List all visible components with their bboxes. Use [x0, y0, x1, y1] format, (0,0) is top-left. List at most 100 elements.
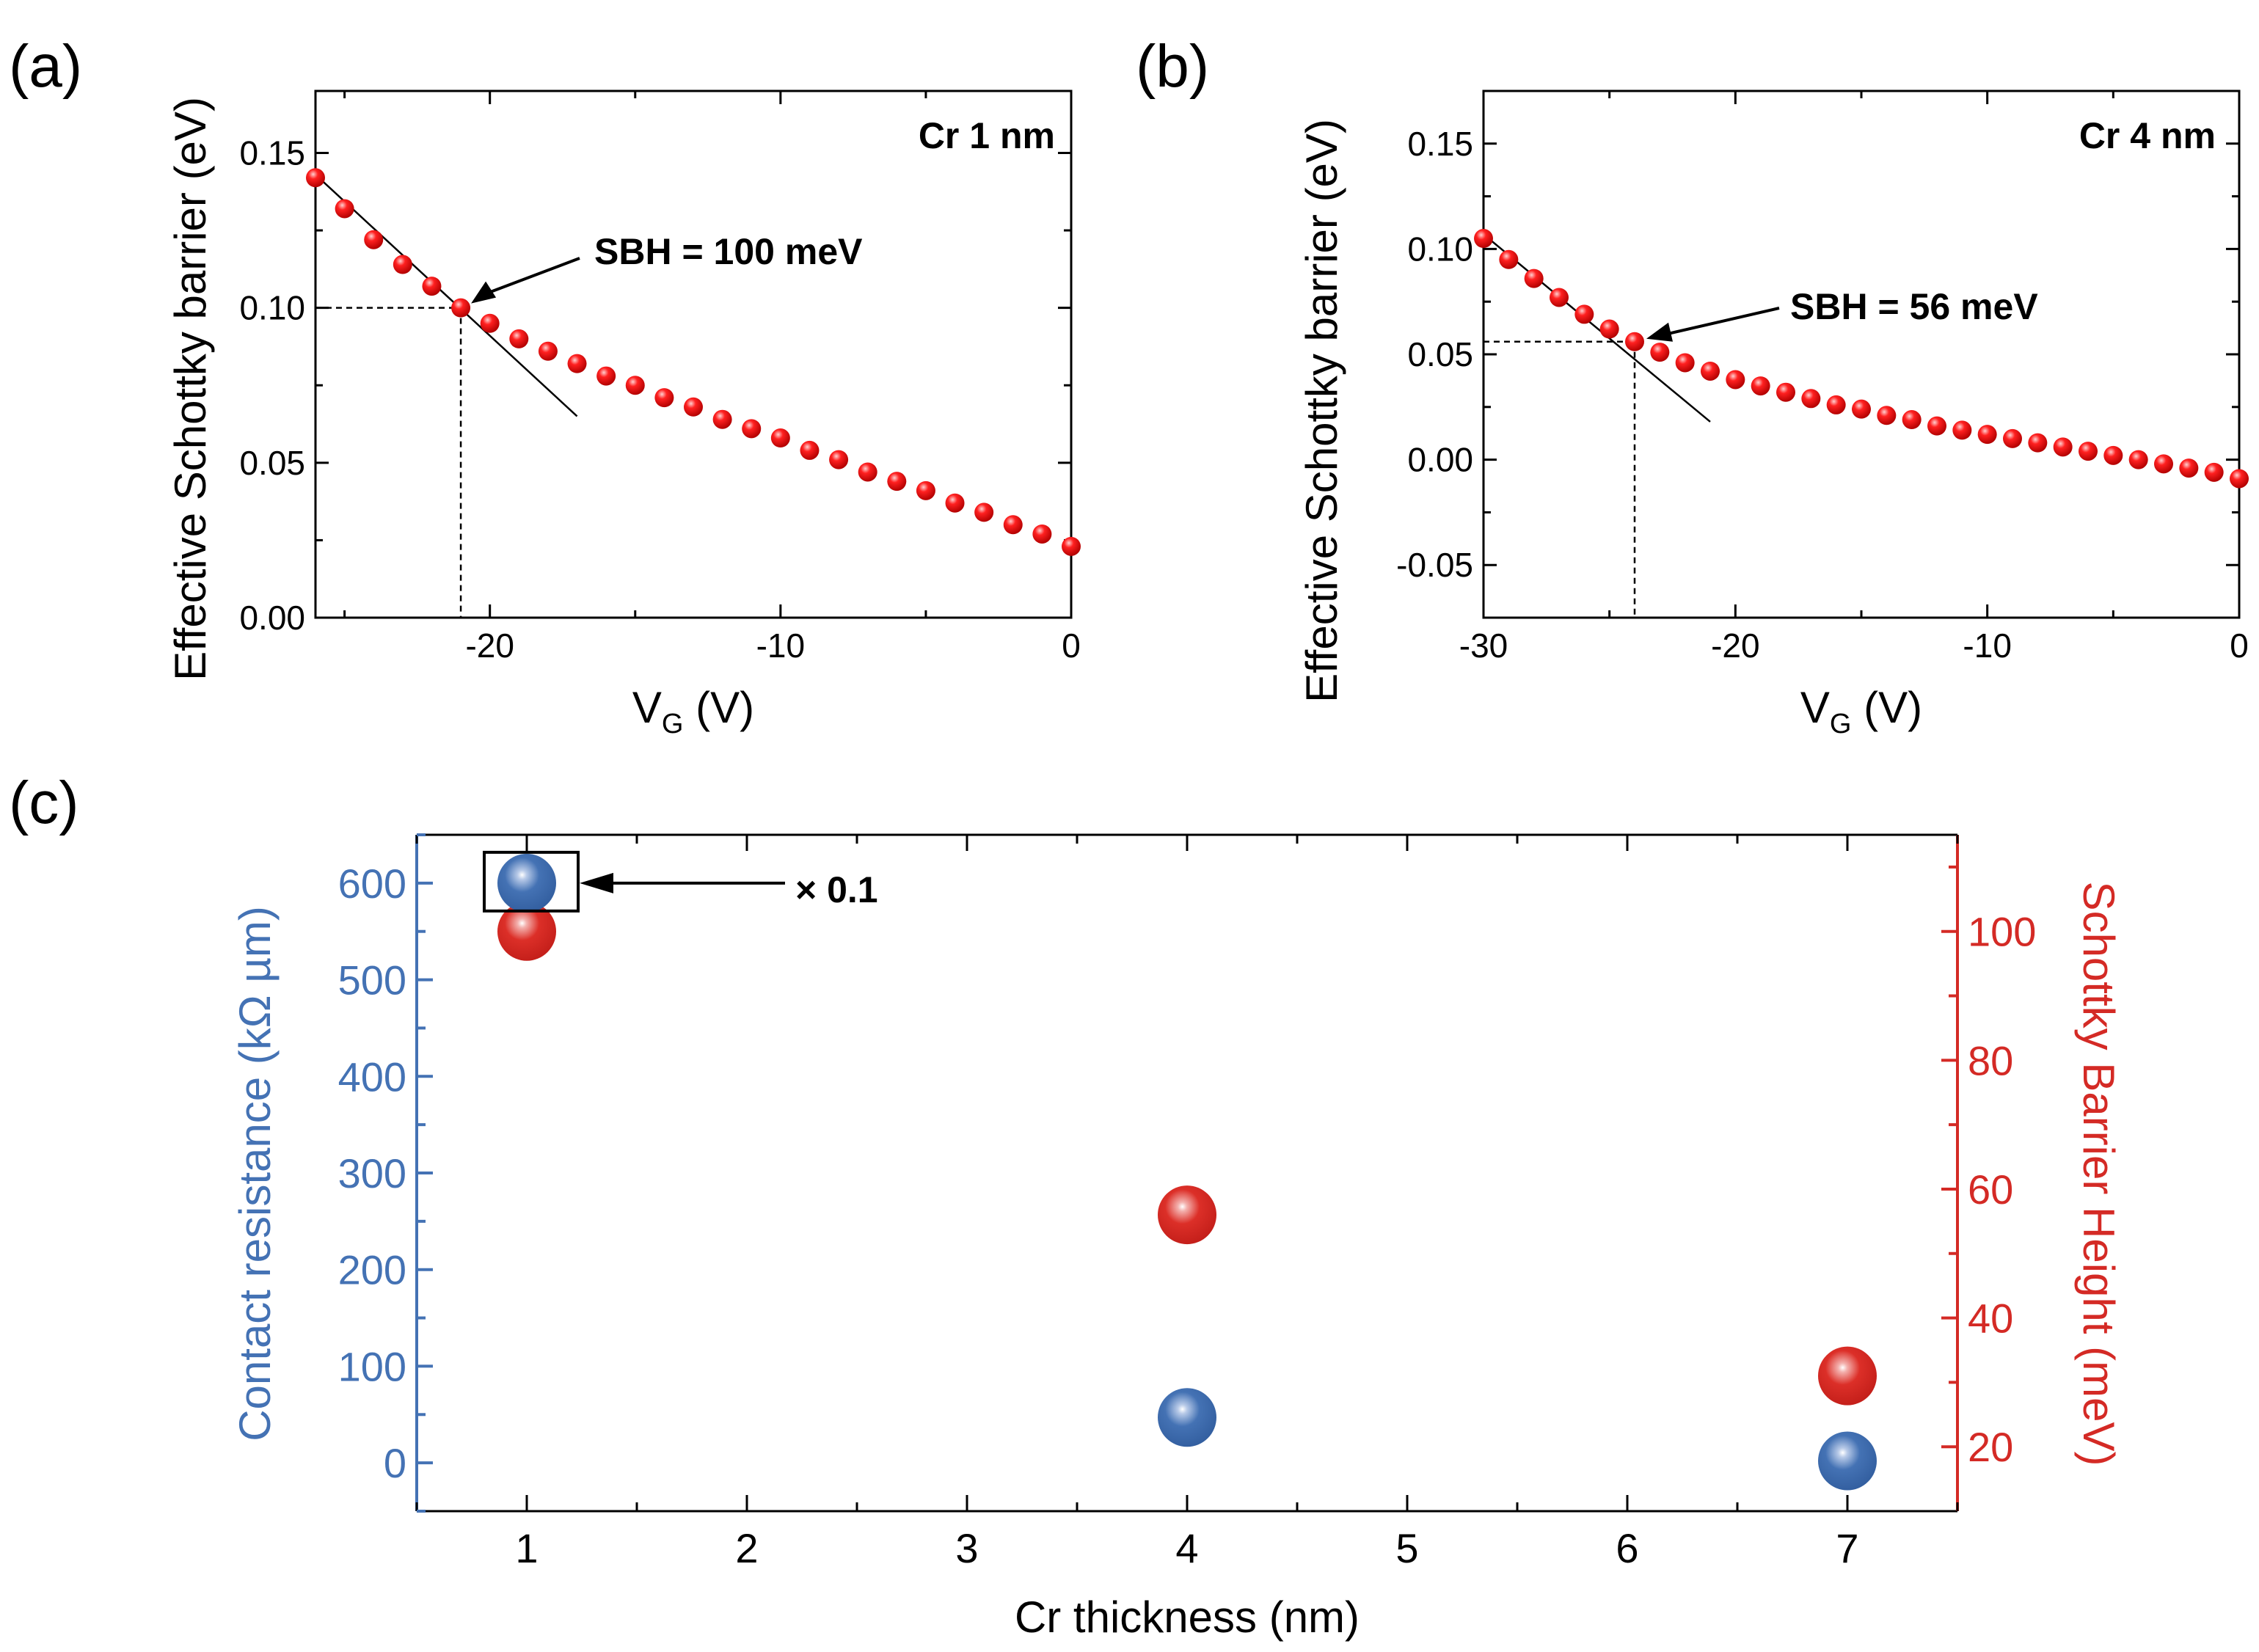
- panel-a-frame: [314, 89, 1073, 619]
- panel-c-chart: 1 2 3 4 5 6 7 0 100 200 300 400 500 600 20 40 60 80 100 × …: [230, 833, 2123, 1642]
- panel-a-data-point: [393, 255, 412, 274]
- panel-b-data-point: [1977, 425, 1997, 445]
- panel-c-resistance-point: [497, 853, 556, 913]
- panel-c-left-ytick-label: 300: [338, 1150, 406, 1196]
- panel-b-ytick-label: 0.05: [1407, 335, 1473, 373]
- panel-b-ylabel: Effective Schottky barrier (eV): [1297, 119, 1346, 703]
- panel-b-data-point: [1625, 332, 1644, 351]
- panel-a-data-point: [567, 354, 587, 373]
- panel-b-fit-line: [1483, 233, 1711, 423]
- panel-c-scale-annotation: [483, 850, 785, 913]
- panel-c-ylabel-left: Contact resistance (kΩ µm): [230, 906, 280, 1441]
- panel-a-guides: [315, 174, 580, 618]
- panel-a-ytick-label: 0.05: [239, 444, 305, 482]
- panel-b-sbh-label: SBH = 56 meV: [1790, 286, 2038, 327]
- panel-b-xtick-label: 0: [2230, 626, 2249, 665]
- panel-a-arrow-head: [471, 281, 497, 304]
- panel-a-ticks: -20 -10 0 0.00 0.05 0.10 0.15: [239, 91, 1081, 665]
- panel-c-resistance-point: [1818, 1431, 1877, 1491]
- panel-c-highlight-box: [483, 850, 580, 913]
- panel-c-right-ytick-label: 20: [1968, 1424, 2013, 1470]
- panel-b-data-point: [1550, 288, 1569, 307]
- panel-a-data-point: [770, 428, 790, 448]
- panel-a-sbh-label: SBH = 100 meV: [594, 231, 863, 272]
- panel-b-arrow-head: [1646, 322, 1673, 342]
- panel-c-left-ytick-label: 600: [338, 860, 406, 907]
- panel-c-left-ytick-label: 100: [338, 1343, 406, 1389]
- panel-b-data-point: [2204, 462, 2224, 482]
- panel-b-ytick-label: -0.05: [1396, 546, 1473, 584]
- panel-a-data-point: [422, 277, 442, 296]
- panel-b-data-point: [2230, 469, 2249, 489]
- panel-b-data-point: [1852, 399, 1871, 419]
- panel-a-data-point: [916, 480, 935, 500]
- panel-c-left-ytick-label: 200: [338, 1247, 406, 1293]
- panel-b-data-point: [2103, 445, 2123, 465]
- panel-b-data-point: [1826, 395, 1846, 414]
- panel-a-fit-line: [315, 174, 578, 417]
- panel-b-data-point: [1524, 268, 1544, 288]
- panel-a-xtick-label: -20: [465, 626, 514, 665]
- panel-b-data-point: [1574, 304, 1594, 324]
- panel-c-xtick-label: 4: [1175, 1525, 1198, 1571]
- panel-b-data-point: [1599, 319, 1619, 339]
- panel-a-data-point: [712, 409, 732, 429]
- panel-b-ticks: -30 -20 -10 0 -0.05 0.00 0.05 0.10 0.15: [1396, 91, 2249, 665]
- panel-b-points: [1474, 229, 2249, 489]
- panel-b-data-point: [1751, 376, 1770, 396]
- panel-a-data-point: [625, 376, 645, 395]
- panel-a-ytick-label: 0.15: [239, 134, 305, 172]
- panel-c-resistance-point: [1158, 1388, 1216, 1447]
- panel-b-label: (b): [1136, 33, 1209, 100]
- panel-c-left-ytick-label: 0: [384, 1440, 406, 1486]
- panel-a-data-point: [654, 388, 674, 408]
- panel-a-xlabel: VG (V): [632, 683, 754, 739]
- panel-c-xtick-label: 7: [1836, 1525, 1858, 1571]
- panel-a-arrow-shaft: [486, 257, 580, 295]
- panel-b-data-point: [1801, 389, 1821, 409]
- panel-a-data-point: [974, 502, 994, 522]
- panel-c-arrow-head: [580, 872, 613, 893]
- panel-a-data-point: [800, 440, 820, 460]
- panel-b-data-point: [2053, 437, 2073, 457]
- panel-b-data-point: [2179, 458, 2199, 478]
- panel-c-label: (c): [9, 770, 79, 836]
- panel-a-ytick-label: 0.00: [239, 599, 305, 637]
- panel-c-left-ytick-label: 400: [338, 1053, 406, 1100]
- panel-b-data-point: [2128, 450, 2148, 469]
- panel-a-data-point: [1062, 536, 1081, 556]
- panel-b-ytick-label: 0.00: [1407, 441, 1473, 479]
- panel-b-data-point: [1927, 416, 1946, 436]
- panel-b-data-point: [1902, 410, 1922, 430]
- panel-a-data-point: [945, 493, 965, 513]
- panel-a-data-point: [596, 366, 616, 386]
- panel-b-xtick-label: -30: [1459, 626, 1508, 665]
- panel-c-xlabel: Cr thickness (nm): [1015, 1593, 1360, 1642]
- panel-a-data-point: [480, 313, 500, 333]
- panel-a-data-point: [538, 341, 558, 361]
- panel-b-xtick-label: -20: [1711, 626, 1759, 665]
- panel-c-xtick-label: 3: [955, 1525, 978, 1571]
- panel-c-left-ytick-label: 500: [338, 957, 406, 1004]
- panel-a-data-point: [684, 397, 703, 417]
- panel-b-data-point: [1776, 382, 1795, 402]
- panel-b-ytick-label: 0.10: [1407, 230, 1473, 268]
- panel-b-data-point: [1952, 420, 1972, 440]
- panel-a-data-point: [858, 462, 877, 482]
- panel-b-xlabel: VG (V): [1800, 683, 1922, 739]
- panel-c-ticks: 1 2 3 4 5 6 7 0 100 200 300 400 500 600 20 40 60 80 100: [338, 833, 2036, 1571]
- panel-a-data-point: [829, 450, 849, 469]
- panel-a-label: (a): [9, 33, 82, 100]
- panel-a-data-point: [742, 419, 762, 439]
- panel-b-data-point: [1701, 361, 1720, 381]
- panel-b-data-point: [1877, 406, 1897, 425]
- panel-c-xtick-label: 1: [515, 1525, 538, 1571]
- panel-b-data-point: [2003, 428, 2022, 448]
- panel-b-data-point: [1650, 343, 1670, 362]
- panel-b-guides: [1483, 233, 1780, 618]
- panel-a-data-point: [1003, 515, 1023, 535]
- panel-a-xtick-label: -10: [756, 626, 805, 665]
- panel-c-xtick-label: 2: [735, 1525, 758, 1571]
- panel-b-ytick-label: 0.15: [1407, 125, 1473, 163]
